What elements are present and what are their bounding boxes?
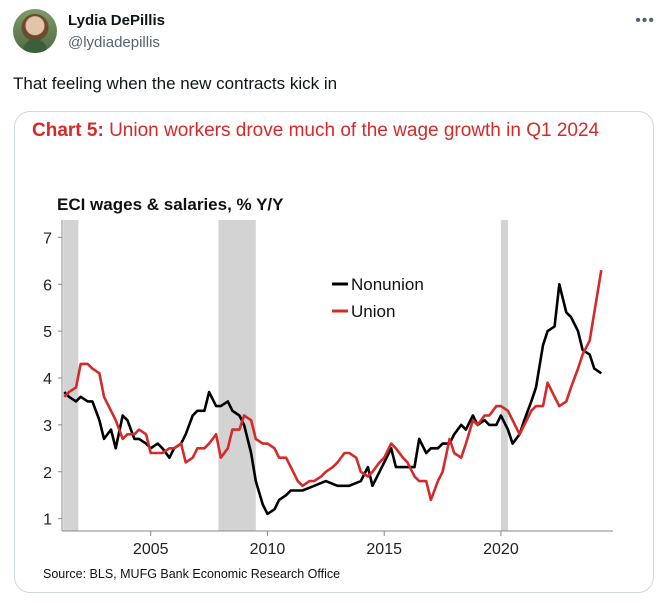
y-tick-label: 7 [43,230,52,247]
x-tick-label: 2015 [366,541,402,558]
y-tick-label: 5 [43,324,52,341]
legend-label-union: Union [351,302,395,321]
series-line-nonunion [63,283,603,516]
recession-band [500,220,508,531]
recession-band [63,220,79,531]
y-tick-label: 3 [43,418,52,435]
y-tick-label: 4 [43,371,52,388]
x-tick-label: 2005 [133,541,169,558]
chart-source: Source: BLS, MUFG Bank Economic Research… [43,567,340,581]
x-tick-label: 2010 [250,541,286,558]
author-handle[interactable]: @lydiadepillis [68,34,160,51]
more-horizontal-icon[interactable]: ••• [635,12,655,29]
y-tick-label: 2 [43,465,52,482]
chart-image-title: Chart 5: Union workers drove much of the… [32,120,647,142]
y-tick-label: 6 [43,277,52,294]
author-name[interactable]: Lydia DePillis [68,12,165,29]
chart-title-main: Union workers drove much of the wage gro… [109,120,600,141]
tweet-text: That feeling when the new contracts kick… [13,74,338,93]
author-avatar[interactable] [13,9,57,53]
chart-title: ECI wages & salaries, % Y/Y [57,195,284,214]
chart-title-prefix: Chart 5: [32,120,104,141]
legend-label-nonunion: Nonunion [351,275,424,294]
x-tick-label: 2020 [483,541,519,558]
y-tick-label: 1 [43,512,52,529]
eci-chart: ECI wages & salaries, % Y/Y 1 2 3 4 5 6 7 2005 20… [43,195,613,581]
chart-image[interactable]: Chart 5: Union workers drove much of the… [14,111,654,593]
series-line-union [63,269,603,502]
recession-band [218,220,256,531]
